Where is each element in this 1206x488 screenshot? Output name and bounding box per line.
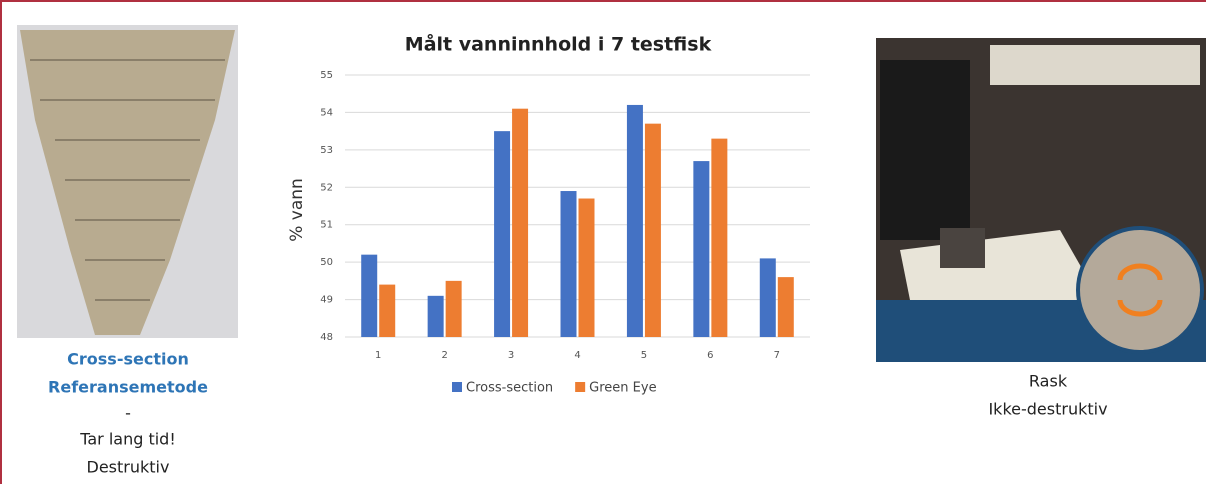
y-tick-label: 48	[320, 332, 333, 343]
x-tick-label: 1	[375, 350, 381, 361]
right-caption: Rask	[1029, 372, 1068, 391]
x-tick-label: 2	[441, 350, 447, 361]
left-caption: Tar lang tid!	[79, 430, 176, 449]
bar	[494, 131, 511, 337]
x-tick-label: 6	[707, 350, 713, 361]
bar	[644, 123, 661, 338]
y-tick-label: 51	[320, 220, 333, 231]
fish-photo	[17, 25, 238, 338]
x-tick-label: 7	[774, 350, 780, 361]
bar	[777, 277, 794, 337]
bar	[759, 258, 776, 337]
left-caption: -	[125, 404, 131, 423]
chart-title: Målt vanninnhold i 7 testfisk	[405, 32, 712, 56]
legend-label: Cross-section	[466, 381, 553, 396]
x-tick-label: 5	[641, 350, 647, 361]
bar	[711, 138, 728, 337]
y-tick-label: 55	[320, 70, 333, 81]
legend-swatch	[452, 382, 462, 392]
legend-swatch	[575, 382, 586, 392]
y-tick-label: 52	[320, 182, 333, 193]
bar	[512, 108, 529, 337]
bar	[445, 280, 462, 337]
left-caption: Cross-section	[67, 350, 189, 369]
left-caption: Referansemetode	[48, 378, 208, 397]
legend-label: Green Eye	[589, 381, 656, 396]
scanner-photo	[876, 38, 1206, 362]
left-caption: Destruktiv	[87, 458, 170, 477]
bar	[626, 104, 643, 337]
y-tick-label: 54	[320, 107, 333, 118]
y-tick-label: 53	[320, 145, 333, 156]
y-tick-label: 49	[320, 295, 333, 306]
bar	[379, 284, 396, 337]
y-tick-label: 50	[320, 257, 333, 268]
y-axis-label: % vann	[287, 178, 307, 242]
bar	[560, 191, 577, 337]
bar	[578, 198, 595, 337]
x-tick-label: 3	[508, 350, 514, 361]
bar	[693, 161, 710, 337]
x-tick-label: 4	[574, 350, 580, 361]
bar	[427, 295, 444, 337]
right-caption: Ikke-destruktiv	[988, 400, 1107, 419]
bar	[361, 254, 378, 337]
